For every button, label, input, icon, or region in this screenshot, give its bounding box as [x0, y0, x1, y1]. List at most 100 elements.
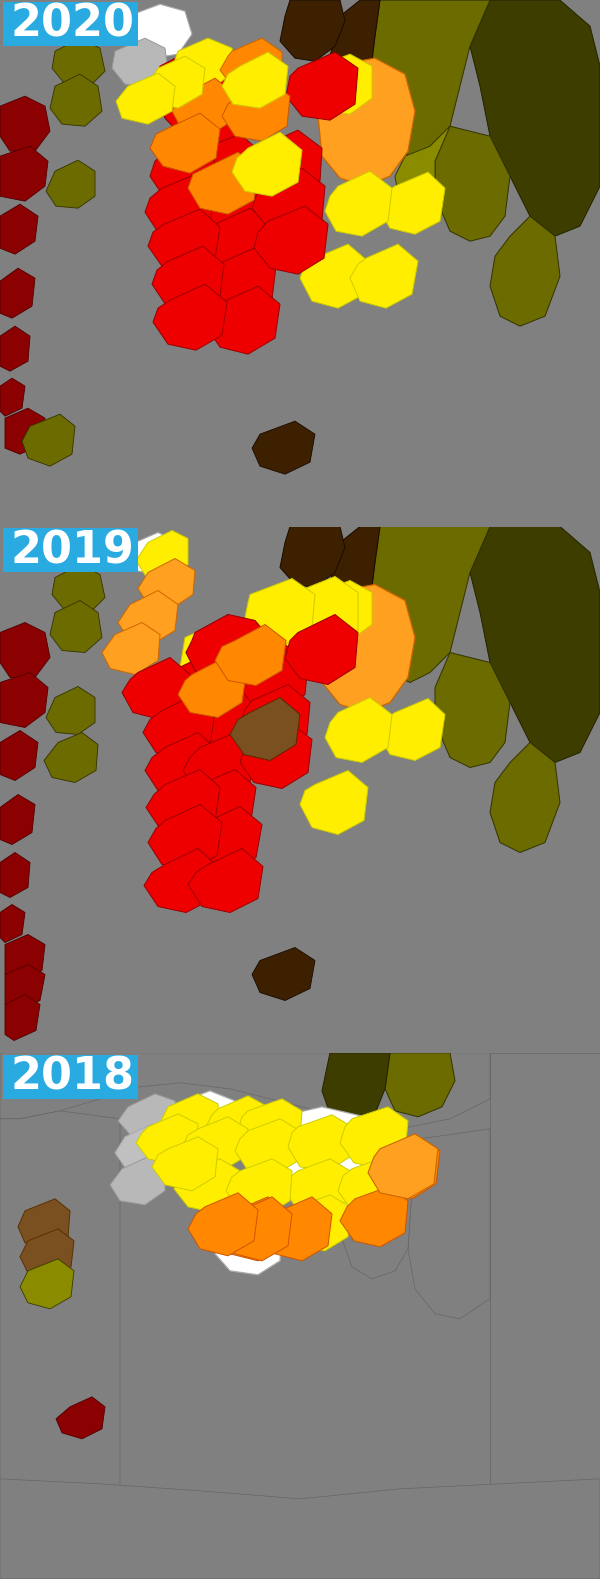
- Polygon shape: [435, 126, 510, 242]
- Polygon shape: [158, 49, 260, 152]
- Polygon shape: [172, 38, 235, 87]
- Polygon shape: [196, 171, 265, 237]
- Polygon shape: [126, 532, 175, 575]
- Polygon shape: [150, 114, 220, 174]
- Polygon shape: [0, 204, 38, 254]
- Polygon shape: [285, 1159, 350, 1214]
- Polygon shape: [368, 1134, 438, 1198]
- Polygon shape: [153, 284, 227, 351]
- Polygon shape: [143, 695, 215, 759]
- Polygon shape: [252, 947, 315, 1001]
- Polygon shape: [318, 58, 415, 186]
- Polygon shape: [262, 1197, 332, 1262]
- Polygon shape: [490, 1053, 600, 1579]
- Polygon shape: [325, 698, 392, 763]
- Polygon shape: [0, 853, 30, 897]
- Polygon shape: [435, 652, 510, 767]
- Polygon shape: [182, 1116, 248, 1172]
- Polygon shape: [300, 245, 368, 308]
- Text: 2020: 2020: [10, 3, 134, 46]
- Polygon shape: [152, 246, 224, 313]
- Polygon shape: [0, 268, 35, 317]
- FancyBboxPatch shape: [3, 1055, 138, 1099]
- Polygon shape: [46, 159, 95, 208]
- Polygon shape: [242, 621, 302, 695]
- Polygon shape: [370, 0, 490, 156]
- Polygon shape: [408, 1129, 490, 1318]
- Polygon shape: [206, 286, 280, 354]
- Polygon shape: [490, 216, 560, 327]
- FancyBboxPatch shape: [3, 529, 138, 573]
- Polygon shape: [124, 5, 192, 58]
- Polygon shape: [325, 171, 392, 237]
- Polygon shape: [145, 174, 215, 238]
- Polygon shape: [148, 57, 205, 109]
- Polygon shape: [148, 804, 222, 870]
- Polygon shape: [230, 698, 300, 761]
- Polygon shape: [215, 1217, 282, 1274]
- Polygon shape: [160, 1094, 220, 1143]
- Polygon shape: [116, 73, 175, 125]
- Polygon shape: [340, 1107, 408, 1168]
- Polygon shape: [0, 377, 25, 417]
- Polygon shape: [470, 0, 600, 237]
- Polygon shape: [0, 622, 50, 677]
- Polygon shape: [0, 905, 25, 943]
- Polygon shape: [174, 1159, 240, 1213]
- Polygon shape: [136, 531, 188, 581]
- Polygon shape: [18, 1198, 70, 1249]
- Polygon shape: [340, 1187, 408, 1247]
- Polygon shape: [162, 657, 255, 745]
- Polygon shape: [280, 0, 345, 62]
- Polygon shape: [20, 1258, 74, 1309]
- Polygon shape: [118, 1094, 178, 1138]
- Polygon shape: [385, 1053, 455, 1116]
- Text: 2019: 2019: [10, 529, 134, 572]
- Polygon shape: [194, 134, 260, 196]
- Polygon shape: [46, 687, 95, 734]
- Polygon shape: [50, 600, 102, 652]
- Polygon shape: [50, 74, 102, 126]
- Polygon shape: [280, 526, 345, 587]
- Polygon shape: [252, 169, 325, 234]
- Polygon shape: [350, 245, 418, 308]
- Polygon shape: [226, 1159, 292, 1214]
- Polygon shape: [0, 794, 35, 845]
- Polygon shape: [220, 38, 282, 90]
- Polygon shape: [5, 995, 40, 1041]
- Polygon shape: [56, 1397, 105, 1438]
- Polygon shape: [240, 723, 312, 788]
- Polygon shape: [235, 1120, 300, 1175]
- Polygon shape: [136, 1113, 198, 1165]
- Polygon shape: [44, 733, 98, 783]
- Polygon shape: [172, 79, 235, 136]
- Polygon shape: [252, 422, 315, 474]
- Polygon shape: [0, 1480, 600, 1579]
- Polygon shape: [206, 1096, 268, 1146]
- Polygon shape: [470, 526, 600, 763]
- Polygon shape: [330, 0, 380, 96]
- Polygon shape: [0, 731, 38, 780]
- Polygon shape: [146, 769, 220, 835]
- Polygon shape: [232, 133, 302, 196]
- Polygon shape: [186, 807, 262, 873]
- Polygon shape: [222, 1197, 292, 1262]
- Polygon shape: [148, 208, 220, 273]
- Polygon shape: [218, 1197, 288, 1262]
- Polygon shape: [370, 526, 490, 682]
- Polygon shape: [254, 207, 328, 275]
- Polygon shape: [5, 407, 45, 455]
- Polygon shape: [0, 1053, 490, 1129]
- Polygon shape: [318, 584, 415, 712]
- Polygon shape: [102, 622, 160, 674]
- Polygon shape: [322, 1053, 390, 1121]
- Polygon shape: [180, 621, 245, 690]
- Polygon shape: [162, 1091, 240, 1154]
- Polygon shape: [115, 1124, 172, 1173]
- Polygon shape: [222, 81, 290, 141]
- Polygon shape: [188, 848, 263, 913]
- Polygon shape: [310, 581, 372, 641]
- Polygon shape: [152, 1137, 218, 1191]
- Polygon shape: [215, 625, 286, 685]
- Polygon shape: [0, 673, 48, 728]
